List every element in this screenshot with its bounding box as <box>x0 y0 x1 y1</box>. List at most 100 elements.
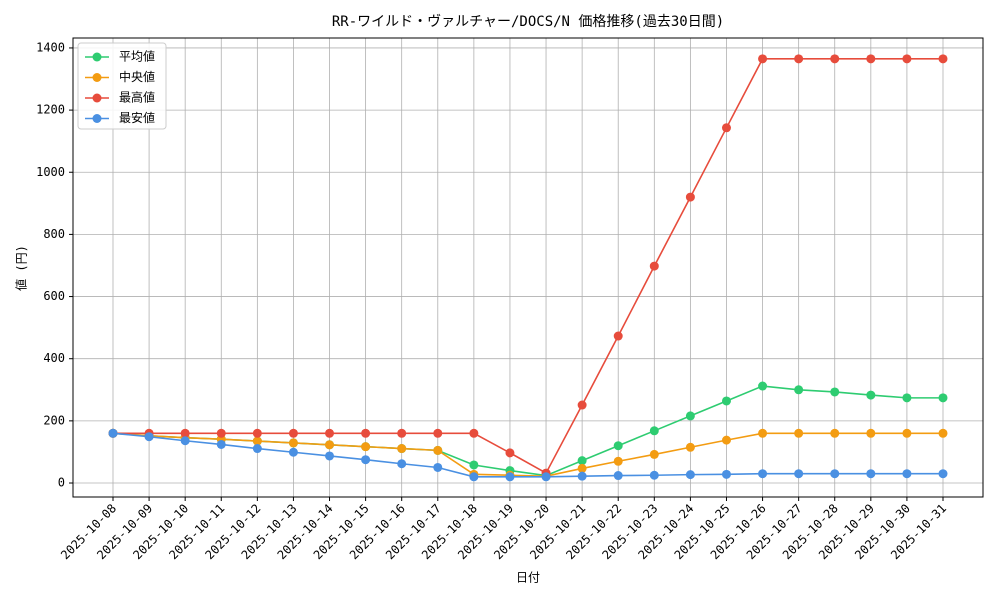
data-point <box>397 459 407 469</box>
data-point <box>216 428 226 438</box>
data-point <box>433 445 443 455</box>
data-point <box>794 469 804 479</box>
data-point <box>938 469 948 479</box>
data-point <box>866 428 876 438</box>
legend-label: 中央値 <box>119 69 155 84</box>
data-point <box>325 451 335 461</box>
data-point <box>794 385 804 395</box>
data-point <box>541 472 551 482</box>
data-point <box>144 432 154 442</box>
y-tick-label: 600 <box>43 289 65 303</box>
legend-marker <box>92 93 102 103</box>
data-point <box>577 463 587 473</box>
y-tick-label: 1200 <box>36 103 65 117</box>
y-tick-label: 800 <box>43 227 65 241</box>
data-point <box>902 393 912 403</box>
data-point <box>721 435 731 445</box>
data-point <box>721 469 731 479</box>
data-point <box>649 470 659 480</box>
data-point <box>252 444 262 454</box>
data-point <box>830 54 840 64</box>
y-tick-label: 200 <box>43 413 65 427</box>
data-point <box>180 428 190 438</box>
data-point <box>649 261 659 271</box>
y-tick-label: 1000 <box>36 165 65 179</box>
y-tick-label: 400 <box>43 351 65 365</box>
y-tick-label: 0 <box>58 476 65 490</box>
legend-label: 平均値 <box>119 49 155 64</box>
data-point <box>685 442 695 452</box>
data-point <box>397 428 407 438</box>
data-point <box>758 469 768 479</box>
data-point <box>758 381 768 391</box>
data-point <box>866 54 876 64</box>
data-point <box>577 456 587 466</box>
data-point <box>902 469 912 479</box>
data-point <box>108 428 118 438</box>
data-point <box>361 455 371 465</box>
data-point <box>758 428 768 438</box>
x-axis-label: 日付 <box>516 571 540 585</box>
data-point <box>866 469 876 479</box>
legend-marker <box>92 52 102 62</box>
legend-marker <box>92 114 102 123</box>
data-point <box>325 428 335 438</box>
data-point <box>361 442 371 452</box>
data-point <box>649 449 659 459</box>
data-point <box>938 393 948 403</box>
data-point <box>758 54 768 64</box>
y-axis-label: 値 (円) <box>14 245 29 291</box>
data-point <box>685 411 695 421</box>
data-point <box>938 54 948 64</box>
legend-label: 最安値 <box>119 110 155 125</box>
series-line <box>113 58 943 475</box>
data-point <box>577 471 587 481</box>
data-point <box>397 444 407 454</box>
legend-label: 最高値 <box>119 90 155 105</box>
data-point <box>469 428 479 438</box>
data-point <box>577 400 587 410</box>
legend-marker <box>92 73 102 82</box>
data-point <box>902 54 912 64</box>
data-point <box>794 54 804 64</box>
data-point <box>252 436 262 446</box>
data-point <box>433 462 443 472</box>
data-point <box>505 472 515 482</box>
legend-box <box>77 42 167 130</box>
data-point <box>288 447 298 457</box>
y-tick-label: 1400 <box>36 40 65 54</box>
data-point <box>685 470 695 480</box>
data-point <box>938 428 948 438</box>
series-line <box>112 432 943 477</box>
plot-frame <box>72 37 984 498</box>
data-point <box>288 428 298 438</box>
data-point <box>830 387 840 397</box>
data-point <box>325 440 335 450</box>
data-point <box>613 441 623 451</box>
data-point <box>252 428 262 438</box>
data-point <box>613 471 623 481</box>
data-point <box>685 192 695 202</box>
data-point <box>830 428 840 438</box>
series-line <box>112 432 943 478</box>
data-point <box>613 331 623 341</box>
data-point <box>649 426 659 436</box>
data-point <box>866 390 876 400</box>
data-point <box>613 456 623 466</box>
data-point <box>794 428 804 438</box>
data-point <box>433 428 443 438</box>
data-point <box>469 472 479 482</box>
data-point <box>505 448 515 458</box>
data-point <box>180 436 190 446</box>
data-point <box>721 123 731 133</box>
data-point <box>902 428 912 438</box>
data-point <box>469 460 479 470</box>
data-point <box>288 438 298 448</box>
data-point <box>721 396 731 406</box>
data-point <box>830 469 840 479</box>
chart-title: RR-ワイルド・ヴァルチャー/DOCS/N 価格推移(過去30日間) <box>332 13 724 30</box>
data-point <box>361 428 371 438</box>
data-point <box>216 439 226 449</box>
